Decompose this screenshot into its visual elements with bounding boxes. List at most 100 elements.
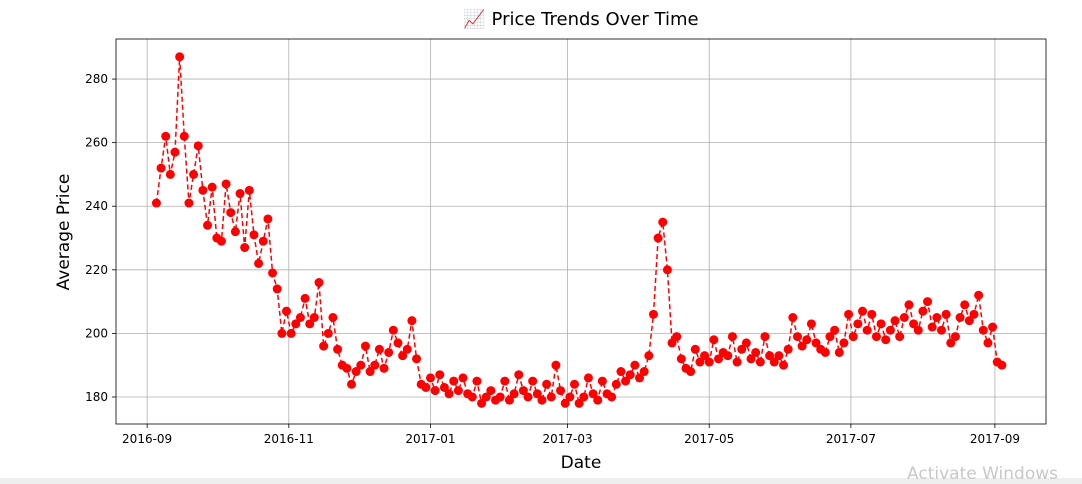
point xyxy=(960,300,970,310)
point xyxy=(546,392,556,402)
point xyxy=(913,325,923,335)
point xyxy=(430,386,440,396)
point xyxy=(542,379,552,389)
plot-frame xyxy=(115,38,1047,425)
point xyxy=(825,332,835,342)
point xyxy=(365,367,375,377)
point xyxy=(588,389,598,399)
x-tick-label: 2017-09 xyxy=(970,432,1020,446)
y-tick-label: 180 xyxy=(85,390,108,404)
point xyxy=(783,344,793,354)
point xyxy=(672,332,682,342)
point xyxy=(207,182,217,192)
point xyxy=(477,398,487,408)
point xyxy=(788,312,798,322)
point xyxy=(156,163,166,173)
y-axis-label: Average Price xyxy=(54,174,74,291)
point xyxy=(867,309,877,319)
point xyxy=(230,227,240,237)
point xyxy=(923,297,933,307)
point xyxy=(876,319,886,329)
point xyxy=(792,332,802,342)
point xyxy=(556,386,566,396)
point xyxy=(760,332,770,342)
point xyxy=(895,332,905,342)
point xyxy=(495,392,505,402)
point xyxy=(523,392,533,402)
point xyxy=(871,332,881,342)
point xyxy=(690,344,700,354)
point xyxy=(165,169,175,179)
point xyxy=(198,185,208,195)
x-axis-label: Date xyxy=(561,453,602,473)
point xyxy=(384,347,394,357)
point xyxy=(839,338,849,348)
point xyxy=(277,328,287,338)
point xyxy=(593,395,603,405)
point xyxy=(997,360,1007,370)
point xyxy=(254,258,264,268)
point xyxy=(927,322,937,332)
point xyxy=(779,360,789,370)
point xyxy=(964,316,974,326)
point xyxy=(844,309,854,319)
point xyxy=(449,376,459,386)
chart-title: 📈 Price Trends Over Time xyxy=(463,8,698,30)
point xyxy=(978,325,988,335)
point xyxy=(565,392,575,402)
point xyxy=(179,131,189,141)
point xyxy=(597,376,607,386)
point xyxy=(537,395,547,405)
y-tick-label: 220 xyxy=(85,263,108,277)
point xyxy=(885,325,895,335)
point xyxy=(858,306,868,316)
point xyxy=(932,312,942,322)
point xyxy=(755,357,765,367)
point xyxy=(700,351,710,361)
point xyxy=(379,363,389,373)
point xyxy=(221,179,231,189)
point xyxy=(472,376,482,386)
point xyxy=(189,169,199,179)
point xyxy=(263,214,273,224)
point xyxy=(532,389,542,399)
point xyxy=(425,373,435,383)
point xyxy=(811,338,821,348)
point xyxy=(272,284,282,294)
point xyxy=(268,268,278,278)
point xyxy=(235,189,245,199)
taskbar-edge xyxy=(0,478,1082,484)
point xyxy=(950,332,960,342)
point xyxy=(528,376,538,386)
point xyxy=(704,357,714,367)
point xyxy=(305,319,315,329)
point xyxy=(941,309,951,319)
point xyxy=(504,395,514,405)
point xyxy=(918,306,928,316)
point xyxy=(983,338,993,348)
point xyxy=(560,398,570,408)
point xyxy=(936,325,946,335)
point xyxy=(421,382,431,392)
point xyxy=(244,185,254,195)
point xyxy=(899,312,909,322)
point xyxy=(909,319,919,329)
point xyxy=(667,338,677,348)
point xyxy=(226,208,236,218)
point xyxy=(347,379,357,389)
point xyxy=(514,370,524,380)
point xyxy=(676,354,686,364)
point xyxy=(444,389,454,399)
point xyxy=(161,131,171,141)
point xyxy=(351,367,361,377)
point xyxy=(644,351,654,361)
point xyxy=(518,386,528,396)
point xyxy=(291,319,301,329)
point xyxy=(709,335,719,345)
point xyxy=(769,357,779,367)
point xyxy=(360,341,370,351)
point xyxy=(635,373,645,383)
point xyxy=(370,360,380,370)
point xyxy=(314,278,324,288)
